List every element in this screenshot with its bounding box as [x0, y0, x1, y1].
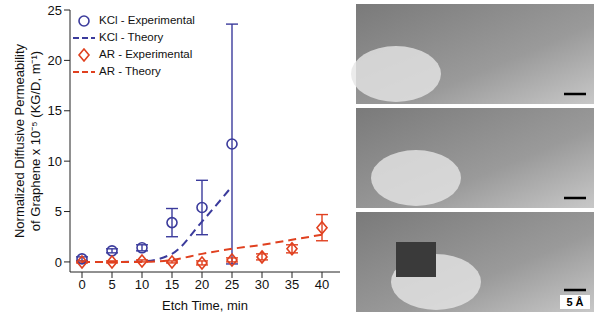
svg-text:5: 5 — [55, 204, 62, 219]
svg-text:10: 10 — [48, 154, 62, 169]
svg-text:of Graphene x 10⁻⁵ (KG/D, m⁻¹): of Graphene x 10⁻⁵ (KG/D, m⁻¹) — [28, 51, 43, 231]
svg-text:5 Å: 5 Å — [566, 296, 583, 308]
html-text:KCl - Experimental: KCl - Experimental — [99, 14, 195, 26]
svg-text:15: 15 — [165, 277, 179, 292]
svg-text:25: 25 — [48, 3, 62, 18]
svg-text:0: 0 — [78, 277, 85, 292]
svg-text:30: 30 — [255, 277, 269, 292]
svg-text:20: 20 — [48, 53, 62, 68]
svg-text:25: 25 — [225, 277, 239, 292]
svg-text:Etch Time, min: Etch Time, min — [162, 298, 248, 313]
svg-text:Normalized Diffusive Permeabil: Normalized Diffusive Permeability — [12, 43, 27, 238]
html-text:AR - Experimental: AR - Experimental — [99, 48, 193, 60]
html-text:KCl - Theory: KCl - Theory — [99, 31, 164, 43]
svg-text:10: 10 — [135, 277, 149, 292]
svg-text:5: 5 — [108, 277, 115, 292]
svg-text:20: 20 — [195, 277, 209, 292]
svg-text:15: 15 — [48, 103, 62, 118]
html-text:AR - Theory: AR - Theory — [99, 65, 161, 77]
svg-text:35: 35 — [285, 277, 299, 292]
svg-text:0: 0 — [55, 255, 62, 270]
svg-text:40: 40 — [315, 277, 329, 292]
